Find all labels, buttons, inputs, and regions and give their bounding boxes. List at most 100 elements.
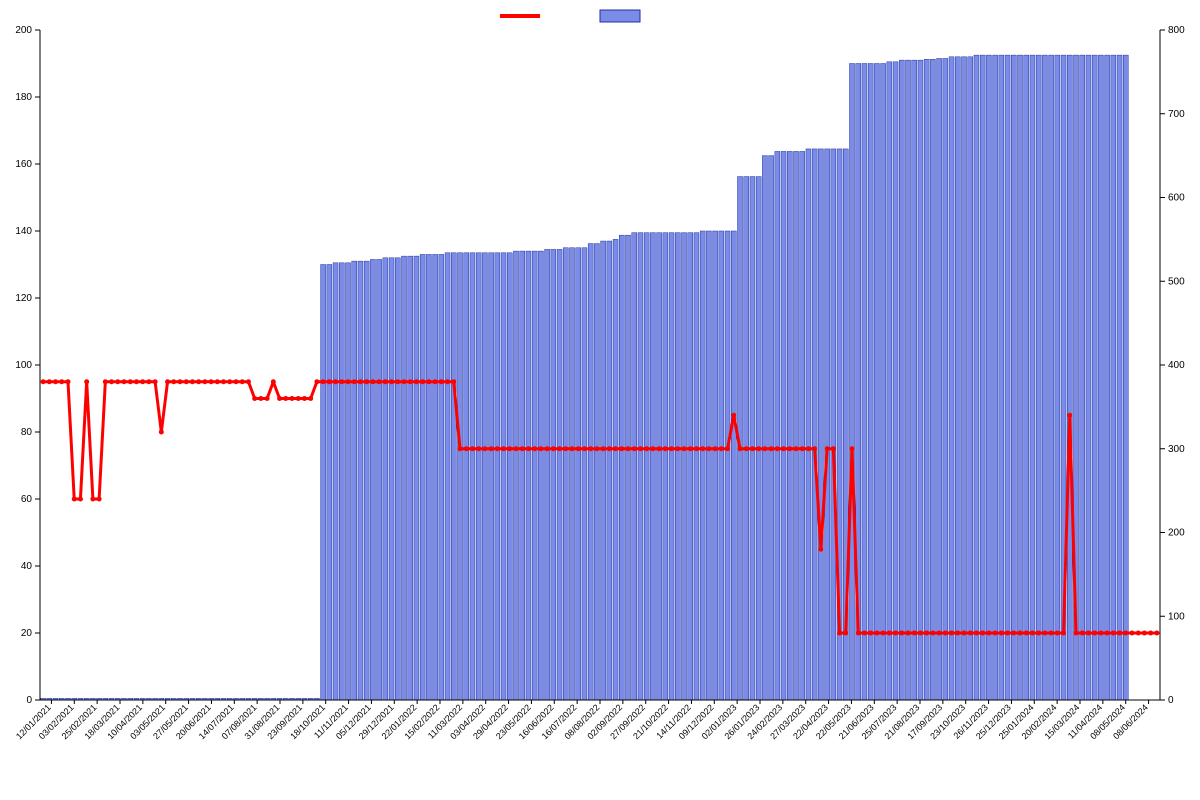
bar — [495, 253, 500, 700]
bar — [669, 233, 674, 700]
line-marker — [700, 446, 705, 451]
line-marker — [451, 379, 456, 384]
line-marker — [53, 379, 58, 384]
bar — [514, 251, 519, 700]
bar — [906, 60, 911, 700]
line-marker — [837, 631, 842, 636]
ytick-right-label: 500 — [1168, 276, 1185, 287]
bar — [1080, 55, 1085, 700]
bar — [775, 151, 780, 700]
line-marker — [1005, 631, 1010, 636]
line-marker — [103, 379, 108, 384]
line-marker — [1154, 631, 1159, 636]
bar — [962, 57, 967, 700]
line-marker — [800, 446, 805, 451]
line-marker — [887, 631, 892, 636]
bar — [657, 233, 662, 700]
line-marker — [159, 430, 164, 435]
bar — [899, 60, 904, 700]
line-marker — [66, 379, 71, 384]
line-marker — [1011, 631, 1016, 636]
line-marker — [538, 446, 543, 451]
bar — [607, 241, 612, 700]
line-marker — [495, 446, 500, 451]
bar — [1067, 55, 1072, 700]
bar — [601, 241, 606, 700]
line-marker — [986, 631, 991, 636]
line-marker — [1024, 631, 1029, 636]
line-marker — [165, 379, 170, 384]
bar — [1105, 55, 1110, 700]
line-marker — [731, 413, 736, 418]
bar — [700, 231, 705, 700]
bar — [557, 249, 562, 700]
line-marker — [258, 396, 263, 401]
bar — [750, 177, 755, 700]
line-marker — [196, 379, 201, 384]
line-marker — [545, 446, 550, 451]
line-marker — [358, 379, 363, 384]
line-marker — [881, 631, 886, 636]
bar — [1005, 55, 1010, 700]
line-marker — [532, 446, 537, 451]
bar — [1030, 55, 1035, 700]
bar — [663, 233, 668, 700]
ytick-left-label: 60 — [21, 494, 33, 505]
line-marker — [1117, 631, 1122, 636]
line-marker — [364, 379, 369, 384]
bar — [395, 258, 400, 700]
line-marker — [426, 379, 431, 384]
bar — [955, 57, 960, 700]
line-marker — [762, 446, 767, 451]
bar — [731, 231, 736, 700]
line-marker — [850, 446, 855, 451]
line-marker — [221, 379, 226, 384]
line-marker — [843, 631, 848, 636]
line-marker — [588, 446, 593, 451]
bar — [402, 256, 407, 700]
line-marker — [831, 446, 836, 451]
bar — [327, 265, 332, 701]
line-marker — [302, 396, 307, 401]
line-marker — [868, 631, 873, 636]
ytick-right-label: 100 — [1168, 611, 1185, 622]
bar — [949, 57, 954, 700]
bar — [420, 254, 425, 700]
bar — [825, 149, 830, 700]
line-marker — [408, 379, 413, 384]
bar — [551, 249, 556, 700]
line-marker — [445, 379, 450, 384]
bar — [482, 253, 487, 700]
ytick-right-label: 200 — [1168, 528, 1185, 539]
line-marker — [271, 379, 276, 384]
line-marker — [594, 446, 599, 451]
line-marker — [190, 379, 195, 384]
line-marker — [395, 379, 400, 384]
line-marker — [327, 379, 332, 384]
line-marker — [526, 446, 531, 451]
line-marker — [178, 379, 183, 384]
line-marker — [433, 379, 438, 384]
bar — [887, 62, 892, 700]
line-marker — [818, 547, 823, 552]
bar — [862, 64, 867, 701]
line-marker — [1036, 631, 1041, 636]
bar — [563, 248, 568, 700]
bar — [769, 156, 774, 700]
line-marker — [644, 446, 649, 451]
bar — [458, 253, 463, 700]
line-marker — [806, 446, 811, 451]
bar — [812, 149, 817, 700]
bar — [576, 248, 581, 700]
line-marker — [109, 379, 114, 384]
line-marker — [962, 631, 967, 636]
bar — [470, 253, 475, 700]
ytick-right-label: 600 — [1168, 193, 1185, 204]
line-marker — [1130, 631, 1135, 636]
bar — [532, 251, 537, 700]
line-marker — [719, 446, 724, 451]
line-marker — [314, 379, 319, 384]
combo-chart: 0204060801001201401601802000100200300400… — [0, 0, 1200, 800]
line-marker — [744, 446, 749, 451]
line-marker — [912, 631, 917, 636]
